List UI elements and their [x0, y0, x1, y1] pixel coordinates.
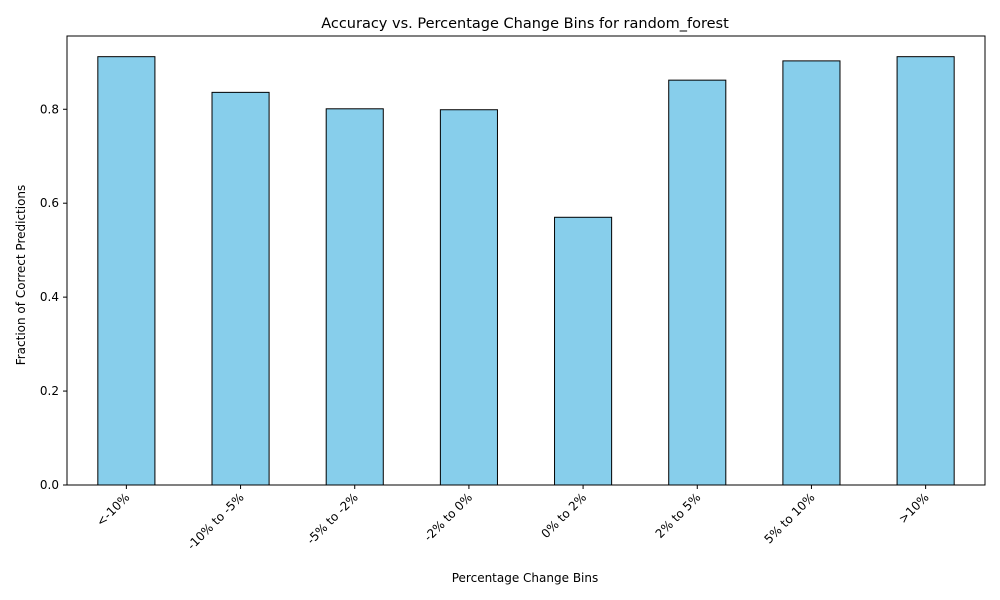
x-tick-label: <-10% — [94, 490, 133, 529]
plot-frame — [66, 35, 986, 486]
x-tick-label: 2% to 5% — [653, 490, 704, 541]
y-tick-label: 0.2 — [40, 384, 59, 398]
bar — [97, 56, 156, 486]
y-tick-label: 0.6 — [40, 196, 59, 210]
x-tick-label: -5% to -2% — [304, 490, 361, 547]
x-tick-label: >10% — [896, 490, 932, 526]
bar — [554, 216, 613, 486]
x-tick-label: -10% to -5% — [184, 490, 246, 552]
y-axis-ticks: 0.0 0.2 0.4 0.6 0.8 — [40, 102, 67, 492]
x-tick-label: -2% to 0% — [421, 490, 475, 544]
y-tick-label: 0.4 — [40, 290, 59, 304]
y-tick-label: 0.8 — [40, 102, 59, 116]
x-axis-ticks: <-10% -10% to -5% -5% to -2% -2% to 0% 0% to… — [94, 485, 932, 552]
bar — [211, 91, 270, 486]
x-tick-label: 0% to 2% — [538, 490, 589, 541]
bars-group — [97, 56, 955, 486]
bar — [325, 108, 384, 486]
x-tick-label: 5% to 10% — [761, 490, 817, 546]
x-axis-label: Percentage Change Bins — [452, 571, 599, 585]
y-axis-label: Fraction of Correct Predictions — [14, 185, 28, 366]
chart-title: Accuracy vs. Percentage Change Bins for … — [321, 16, 729, 32]
bar — [439, 109, 498, 486]
bar — [782, 60, 841, 486]
y-tick-label: 0.0 — [40, 478, 59, 492]
bar — [668, 79, 727, 486]
bar — [896, 56, 955, 486]
